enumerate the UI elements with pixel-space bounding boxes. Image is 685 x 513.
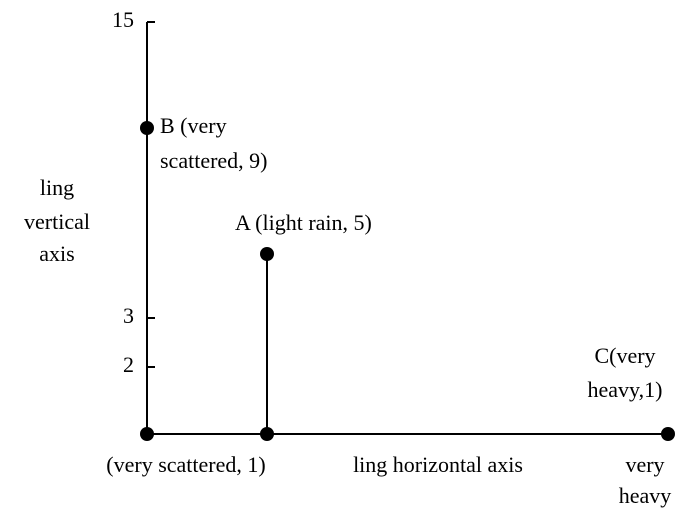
point-label: scattered, 9): [160, 148, 268, 173]
axis-label: vertical: [24, 209, 90, 234]
point-label: heavy,1): [588, 377, 663, 402]
end-label: heavy: [619, 483, 672, 508]
tick-label: 15: [112, 7, 134, 32]
axis-label: ling horizontal axis: [353, 452, 523, 477]
point: [661, 427, 675, 441]
end-label: very: [625, 452, 664, 477]
origin-label: (very scattered, 1): [106, 452, 265, 477]
point: [140, 427, 154, 441]
tick-label: 3: [123, 303, 134, 328]
axis-label: ling: [40, 175, 74, 200]
axis-label: axis: [39, 241, 74, 266]
point-label: A (light rain, 5): [235, 210, 372, 235]
point: [260, 427, 274, 441]
tick-label: 2: [123, 352, 134, 377]
point: [140, 121, 154, 135]
point-label: C(very: [594, 343, 655, 368]
point-label: B (very: [160, 113, 227, 138]
point: [260, 247, 274, 261]
